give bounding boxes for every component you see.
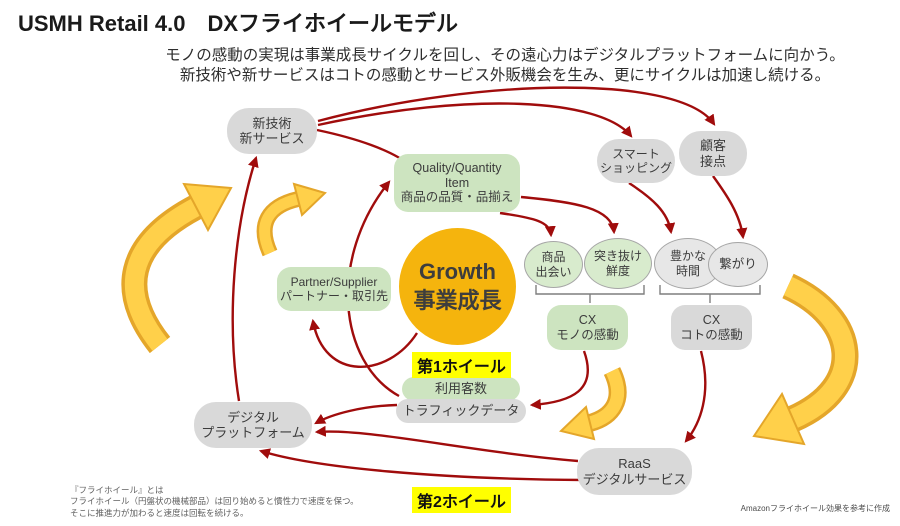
node-users: 利用客数: [402, 377, 520, 401]
arrow-touchpoint-to-connection: [712, 175, 748, 240]
node-product-encounter: 商品 出会い: [524, 241, 583, 288]
arrow-cxkoto-to-raas: [684, 350, 707, 443]
node-cx-koto: CX コトの感動: [671, 305, 752, 350]
arrow-raas-to-platform-bottom: [258, 448, 585, 482]
node-freshness: 突き抜け 鮮度: [584, 238, 652, 289]
node-partner-supplier: Partner/Supplier パートナー・取引先: [277, 267, 391, 311]
arrow-newtech-to-smart-shopping: [317, 102, 633, 138]
node-cx-mono: CX モノの感動: [547, 305, 628, 350]
arrow-quality-to-encounter: [499, 211, 556, 238]
arrow-raas-to-platform-mid: [314, 425, 579, 463]
arrow-platform-to-newtech: [231, 155, 259, 402]
label-wheel2: 第2ホイール: [412, 487, 511, 513]
label-wheel1: 第1ホイール: [412, 352, 511, 378]
arrow-smart-to-richtime: [628, 181, 676, 235]
yellow-arrow-left-up: [121, 182, 233, 354]
node-customer-touchpoint: 顧客 接点: [679, 131, 747, 176]
yellow-arrow-small-up: [256, 182, 327, 257]
credit-note: Amazonフライホイール効果を参考に作成: [740, 504, 890, 513]
bracket-cx-koto: [659, 285, 761, 303]
node-traffic-data: トラフィックデータ: [396, 399, 526, 423]
node-digital-platform: デジタル プラットフォーム: [194, 402, 312, 448]
footnote: 『フライホイール』とは フライホイール（円盤状の機械部品）は回り始めると慣性力で…: [70, 485, 359, 518]
arrow-cxmono-to-traffic: [529, 350, 590, 410]
node-smart-shopping: スマート ショッピング: [597, 139, 675, 183]
arrow-newtech-to-customer-touchpoint: [317, 86, 716, 126]
yellow-arrow-center-down: [558, 367, 627, 441]
arrow-quality-to-freshness: [520, 195, 619, 235]
node-connection: 繋がり: [708, 242, 768, 287]
node-raas: RaaS デジタルサービス: [577, 448, 692, 495]
yellow-arrow-right-down: [752, 273, 859, 446]
bracket-cx-mono: [535, 285, 645, 303]
arrow-traffic-to-platform: [314, 403, 398, 425]
node-quality-quantity: Quality/Quantity Item 商品の品質・品揃え: [394, 154, 520, 212]
node-new-tech: 新技術 新サービス: [227, 108, 317, 154]
node-growth: Growth 事業成長: [399, 228, 516, 345]
page-title: USMH Retail 4.0 DXフライホイールモデル: [18, 11, 459, 36]
arrow-growth-to-partner: [309, 318, 419, 368]
subtitle: モノの感動の実現は事業成長サイクルを回し、その遠心力はデジタルプラットフォームに…: [165, 47, 845, 85]
